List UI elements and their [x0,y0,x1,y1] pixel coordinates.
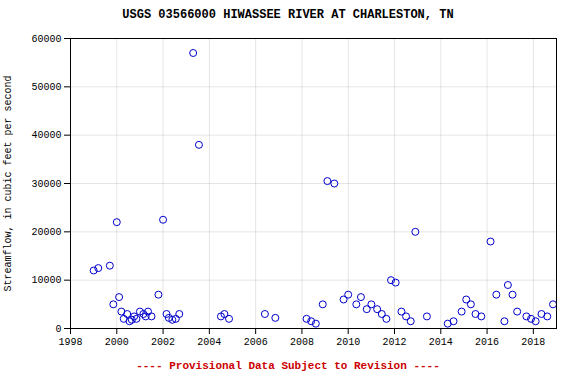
svg-text:2008: 2008 [290,337,314,348]
svg-text:30000: 30000 [31,179,61,190]
svg-text:40000: 40000 [31,130,61,141]
svg-text:60000: 60000 [31,34,61,45]
svg-text:2006: 2006 [244,337,268,348]
html-text:USGS 03566000 HIWASSEE RIVER A: USGS 03566000 HIWASSEE RIVER AT CHARLEST… [122,8,454,22]
svg-text:50000: 50000 [31,82,61,93]
html-text:---- Provisional Data Subject: ---- Provisional Data Subject to Revisio… [136,360,440,372]
svg-text:2012: 2012 [382,337,406,348]
svg-text:2016: 2016 [475,337,499,348]
svg-text:2014: 2014 [429,337,453,348]
svg-text:2004: 2004 [197,337,221,348]
svg-text:0: 0 [55,324,61,335]
svg-text:Streamflow, in cubic feet per: Streamflow, in cubic feet per second [3,75,14,291]
svg-text:2010: 2010 [336,337,360,348]
svg-text:2018: 2018 [521,337,545,348]
svg-text:1998: 1998 [58,337,82,348]
svg-text:2000: 2000 [105,337,129,348]
svg-text:10000: 10000 [31,275,61,286]
svg-text:20000: 20000 [31,227,61,238]
svg-text:2002: 2002 [151,337,175,348]
